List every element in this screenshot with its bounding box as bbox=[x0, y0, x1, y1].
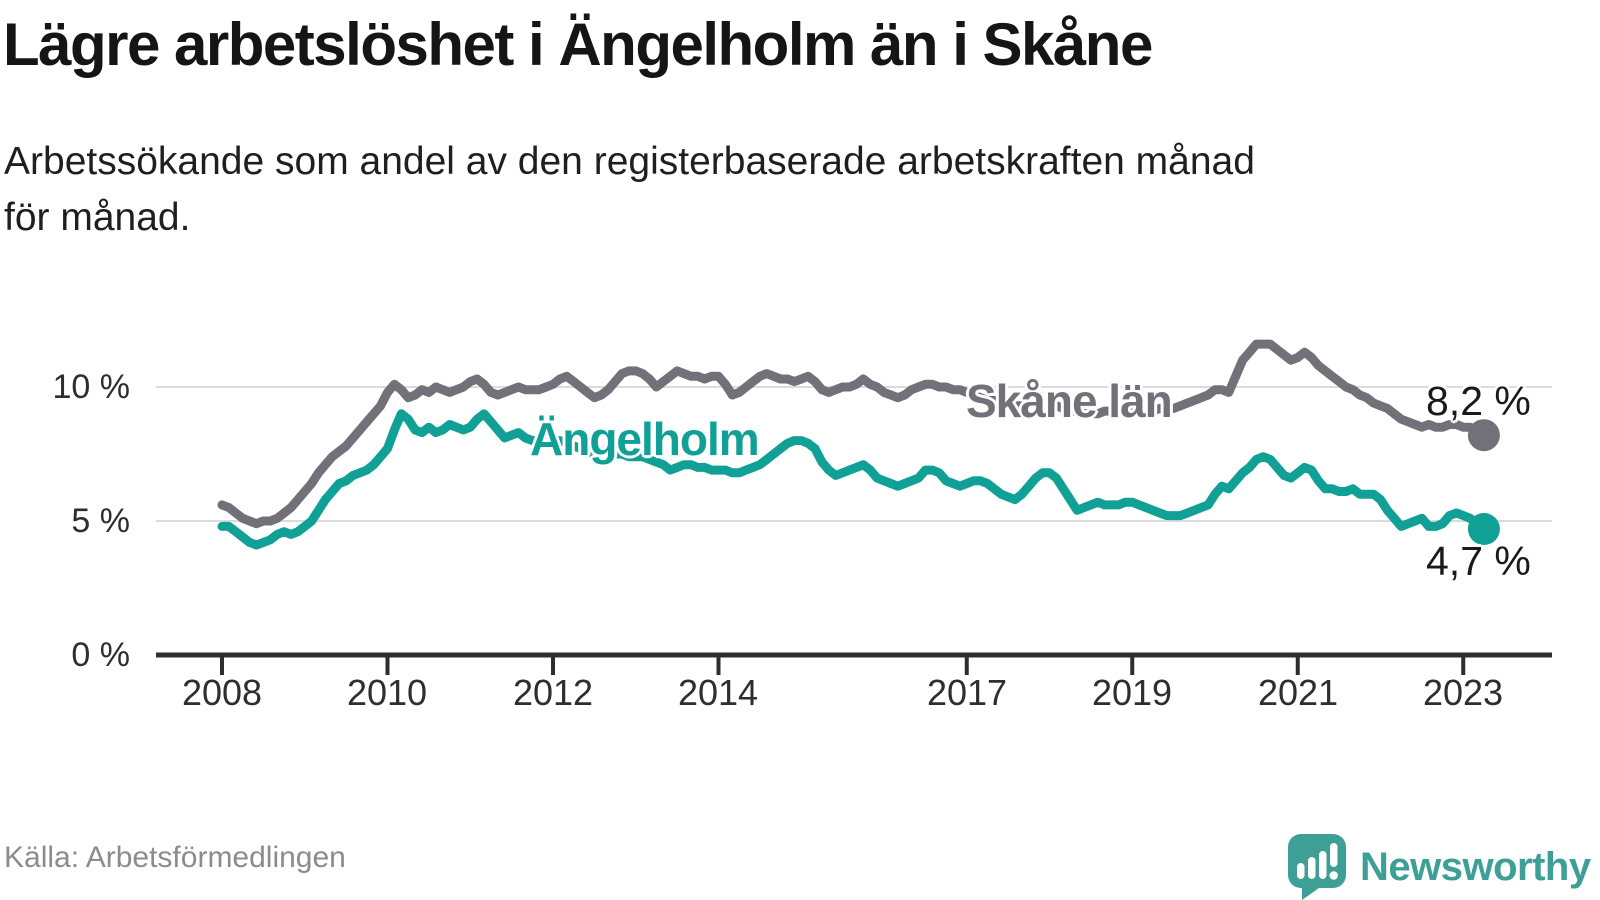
newsworthy-logo: Newsworthy bbox=[1288, 834, 1591, 900]
newsworthy-wordmark: Newsworthy bbox=[1360, 845, 1591, 889]
x-axis-label-2010: 2010 bbox=[346, 672, 428, 713]
end-value-label-angelholm: 4,7 % bbox=[1426, 538, 1531, 584]
series-label-skane-lan: Skåne län bbox=[966, 375, 1173, 427]
chart-subtitle: Arbetssökande som andel av den registerb… bbox=[4, 134, 1564, 246]
x-axis-label-2017: 2017 bbox=[926, 672, 1008, 713]
x-axis-label-2012: 2012 bbox=[512, 672, 594, 713]
newsworthy-bubble-chart-icon bbox=[1288, 834, 1346, 900]
y-axis-label-10: 10 % bbox=[52, 368, 131, 406]
x-axis-label-2023: 2023 bbox=[1422, 672, 1504, 713]
source-note: Källa: Arbetsförmedlingen bbox=[4, 841, 346, 874]
subtitle-line-1: Arbetssökande som andel av den registerb… bbox=[4, 140, 1255, 183]
y-axis-label-0: 0 % bbox=[71, 636, 130, 674]
x-axis-label-2014: 2014 bbox=[677, 672, 759, 713]
x-axis-label-2008: 2008 bbox=[181, 672, 263, 713]
end-value-label-skane: 8,2 % bbox=[1426, 378, 1531, 424]
page-title: Lägre arbetslöshet i Ängelholm än i Skån… bbox=[3, 11, 1153, 78]
series-label-angelholm: Ängelholm bbox=[530, 413, 760, 465]
subtitle-line-2: för månad. bbox=[4, 196, 191, 239]
x-axis-label-2021: 2021 bbox=[1257, 672, 1339, 713]
y-axis-label-5: 5 % bbox=[71, 502, 130, 540]
x-axis-label-2019: 2019 bbox=[1091, 672, 1173, 713]
